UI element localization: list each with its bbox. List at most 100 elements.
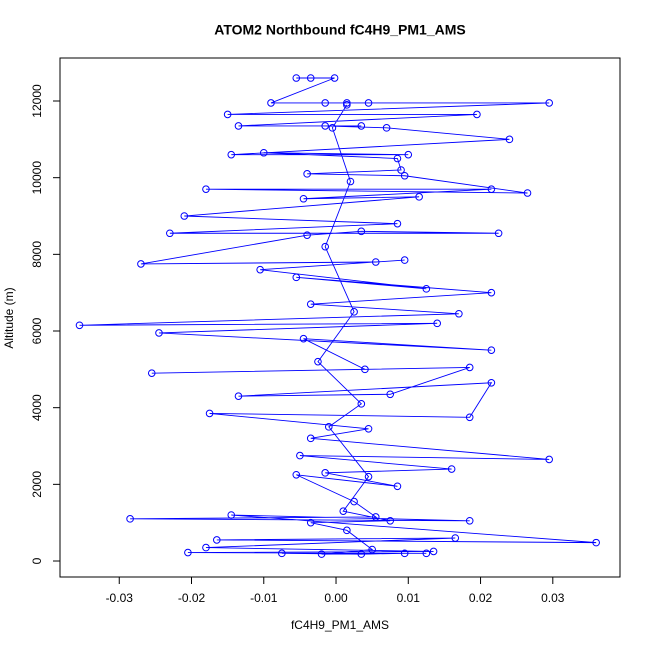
data-point: [126, 515, 134, 523]
data-point: [299, 334, 308, 343]
data-point: [303, 170, 311, 178]
y-tick-label: 2000: [30, 471, 44, 498]
data-point: [184, 548, 192, 557]
data-point: [292, 470, 301, 479]
x-tick-label: -0.02: [178, 591, 206, 605]
data-point: [350, 308, 358, 316]
data-point: [404, 150, 413, 159]
chart-title: ATOM2 Northbound fC4H9_PM1_AMS: [214, 22, 466, 38]
x-tick-label: 0.02: [469, 591, 493, 605]
data-point: [400, 171, 409, 180]
data-point: [429, 547, 438, 556]
x-axis-label: fC4H9_PM1_AMS: [291, 618, 389, 632]
data-point: [400, 549, 409, 558]
data-point: [465, 363, 474, 372]
data-point: [317, 550, 326, 558]
data-point: [321, 469, 329, 477]
data-point: [343, 99, 351, 107]
y-axis-label: Altitude (m): [2, 287, 16, 348]
data-point: [227, 511, 236, 519]
data-point: [303, 231, 311, 239]
data-point: [346, 177, 355, 186]
data-point: [296, 451, 304, 460]
data-point: [357, 122, 366, 130]
data-point: [343, 526, 351, 535]
data-point: [433, 319, 441, 328]
data-point: [473, 110, 481, 119]
data-point: [328, 124, 337, 132]
data-point: [386, 516, 395, 525]
data-point: [465, 516, 474, 525]
data-point: [325, 423, 333, 431]
y-tick-label: 6000: [30, 317, 44, 344]
y-tick-label: 10000: [30, 161, 44, 195]
data-point: [545, 99, 553, 107]
data-point: [321, 122, 329, 130]
data-point: [364, 99, 373, 107]
data-line: [79, 77, 597, 555]
data-point: [400, 256, 409, 264]
data-point: [523, 189, 532, 197]
data-point: [155, 329, 163, 337]
data-point: [234, 122, 243, 130]
data-point: [137, 260, 145, 268]
data-point: [234, 392, 243, 400]
data-point: [205, 409, 214, 418]
x-tick-label: 0.00: [324, 591, 348, 605]
data-point: [330, 74, 339, 82]
data-point: [357, 227, 366, 236]
data-point: [487, 185, 496, 193]
data-point: [545, 455, 553, 464]
data-point: [393, 482, 402, 491]
data-point: [382, 124, 391, 132]
data-point: [299, 194, 308, 203]
data-point: [314, 357, 322, 366]
data-point: [202, 543, 210, 552]
data-point: [487, 288, 496, 297]
data-point: [267, 99, 275, 107]
data-point: [451, 534, 460, 542]
data-point: [393, 219, 402, 228]
data-point: [465, 413, 474, 422]
data-point: [364, 472, 373, 481]
data-point: [306, 74, 315, 82]
data-point: [592, 538, 600, 547]
data-point: [213, 536, 221, 544]
y-tick-label: 8000: [30, 241, 44, 268]
data-point: [339, 507, 348, 515]
data-point: [494, 229, 503, 238]
data-point: [447, 465, 456, 473]
data-point: [357, 400, 366, 408]
data-point: [227, 150, 236, 159]
y-tick-label: 0: [30, 557, 44, 564]
data-point: [292, 273, 301, 282]
data-point: [350, 497, 358, 506]
data-point: [386, 390, 395, 399]
data-point: [357, 550, 366, 558]
data-point: [306, 434, 315, 443]
data-point: [371, 513, 380, 521]
data-point: [259, 148, 268, 157]
x-tick-label: -0.01: [250, 591, 278, 605]
data-point: [306, 300, 315, 308]
data-point: [397, 166, 405, 174]
data-point: [180, 212, 189, 220]
data-point: [422, 549, 431, 558]
data-point: [321, 242, 329, 251]
data-point: [422, 285, 431, 293]
data-point: [292, 74, 301, 82]
data-point: [223, 110, 232, 119]
data-point: [505, 135, 514, 144]
data-point: [364, 424, 373, 433]
x-tick-label: 0.03: [541, 591, 565, 605]
data-point: [75, 321, 84, 330]
y-tick-label: 12000: [30, 84, 44, 118]
data-point: [455, 309, 463, 318]
data-point: [368, 545, 376, 554]
data-point: [166, 229, 174, 238]
x-tick-label: 0.01: [397, 591, 421, 605]
data-point: [321, 99, 329, 107]
data-point: [361, 365, 369, 374]
data-point: [487, 378, 496, 387]
